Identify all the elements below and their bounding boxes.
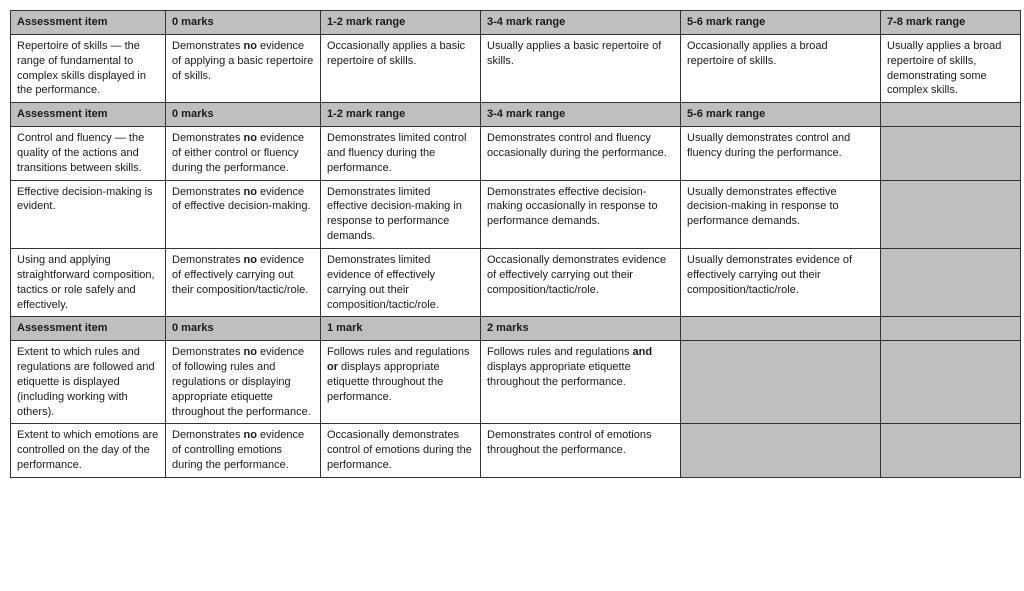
cell: Demonstrates no evidence of following ru… (166, 341, 321, 424)
empty-header-cell (881, 317, 1021, 341)
col-header: Assessment item (11, 103, 166, 127)
cell: Occasionally applies a broad repertoire … (681, 34, 881, 102)
cell: Demonstrates control of emotions through… (481, 424, 681, 478)
assessment-item-cell: Using and applying straightforward compo… (11, 248, 166, 316)
table-row: Repertoire of skills — the range of fund… (11, 34, 1021, 102)
col-header: 2 marks (481, 317, 681, 341)
col-header: Assessment item (11, 11, 166, 35)
cell: Occasionally demonstrates evidence of ef… (481, 248, 681, 316)
table-row: Control and fluency — the quality of the… (11, 127, 1021, 181)
col-header: 5-6 mark range (681, 11, 881, 35)
col-header: Assessment item (11, 317, 166, 341)
empty-cell (881, 180, 1021, 248)
cell: Usually demonstrates evidence of effecti… (681, 248, 881, 316)
assessment-item-cell: Extent to which rules and regulations ar… (11, 341, 166, 424)
empty-cell (681, 424, 881, 478)
empty-header-cell (881, 103, 1021, 127)
cell: Usually demonstrates effective decision-… (681, 180, 881, 248)
col-header: 1 mark (321, 317, 481, 341)
cell: Demonstrates limited evidence of effecti… (321, 248, 481, 316)
assessment-rubric-table: Assessment item 0 marks 1-2 mark range 3… (10, 10, 1021, 478)
cell: Demonstrates effective decision-making o… (481, 180, 681, 248)
empty-header-cell (681, 317, 881, 341)
empty-cell (881, 248, 1021, 316)
cell: Demonstrates no evidence of effective de… (166, 180, 321, 248)
cell: Demonstrates control and fluency occasio… (481, 127, 681, 181)
section-header-row: Assessment item 0 marks 1-2 mark range 3… (11, 103, 1021, 127)
col-header: 7-8 mark range (881, 11, 1021, 35)
section-header-row: Assessment item 0 marks 1 mark 2 marks (11, 317, 1021, 341)
assessment-item-cell: Repertoire of skills — the range of fund… (11, 34, 166, 102)
col-header: 5-6 mark range (681, 103, 881, 127)
empty-cell (881, 424, 1021, 478)
cell: Demonstrates limited effective decision-… (321, 180, 481, 248)
assessment-item-cell: Extent to which emotions are controlled … (11, 424, 166, 478)
empty-cell (681, 341, 881, 424)
col-header: 0 marks (166, 317, 321, 341)
cell: Demonstrates no evidence of controlling … (166, 424, 321, 478)
cell: Usually applies a basic repertoire of sk… (481, 34, 681, 102)
col-header: 1-2 mark range (321, 103, 481, 127)
cell: Demonstrates no evidence of either contr… (166, 127, 321, 181)
col-header: 0 marks (166, 11, 321, 35)
cell: Usually demonstrates control and fluency… (681, 127, 881, 181)
table-row: Using and applying straightforward compo… (11, 248, 1021, 316)
cell: Occasionally demonstrates control of emo… (321, 424, 481, 478)
assessment-item-cell: Effective decision-making is evident. (11, 180, 166, 248)
section-header-row: Assessment item 0 marks 1-2 mark range 3… (11, 11, 1021, 35)
col-header: 3-4 mark range (481, 103, 681, 127)
table-row: Effective decision-making is evident. De… (11, 180, 1021, 248)
table-row: Extent to which rules and regulations ar… (11, 341, 1021, 424)
table-row: Extent to which emotions are controlled … (11, 424, 1021, 478)
cell: Demonstrates no evidence of effectively … (166, 248, 321, 316)
cell: Occasionally applies a basic repertoire … (321, 34, 481, 102)
cell: Demonstrates no evidence of applying a b… (166, 34, 321, 102)
assessment-item-cell: Control and fluency — the quality of the… (11, 127, 166, 181)
cell: Usually applies a broad repertoire of sk… (881, 34, 1021, 102)
empty-cell (881, 127, 1021, 181)
cell: Follows rules and regulations or display… (321, 341, 481, 424)
col-header: 3-4 mark range (481, 11, 681, 35)
col-header: 1-2 mark range (321, 11, 481, 35)
cell: Demonstrates limited control and fluency… (321, 127, 481, 181)
col-header: 0 marks (166, 103, 321, 127)
empty-cell (881, 341, 1021, 424)
cell: Follows rules and regulations and displa… (481, 341, 681, 424)
